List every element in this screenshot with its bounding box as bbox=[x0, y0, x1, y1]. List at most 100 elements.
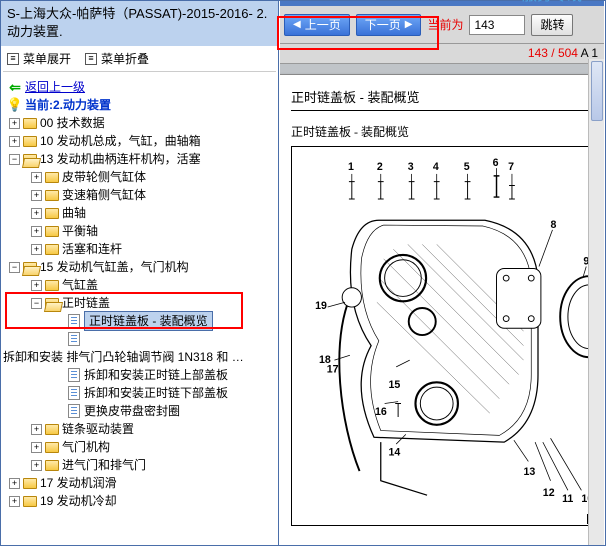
svg-text:4: 4 bbox=[433, 161, 439, 173]
next-page-button[interactable]: 下一页 ▶ bbox=[356, 14, 422, 36]
tree-item-17[interactable]: + 17 发动机润滑 bbox=[3, 474, 278, 492]
folder-icon bbox=[45, 442, 59, 453]
page-icon bbox=[68, 314, 80, 328]
tree-item-00[interactable]: + 00 技术数据 bbox=[3, 114, 278, 132]
page-icon bbox=[68, 404, 80, 418]
tree-item-15a[interactable]: + 气缸盖 bbox=[3, 276, 278, 294]
selected-page-label: 正时链盖板 - 装配概览 bbox=[84, 311, 213, 331]
folder-icon bbox=[45, 172, 59, 183]
nav-tree: ⇐ 返回上一级 💡 当前:2.动力装置 + 00 技术数据 + 1 bbox=[1, 72, 278, 510]
vertical-scrollbar[interactable] bbox=[588, 59, 604, 545]
minus-icon[interactable]: − bbox=[31, 298, 42, 309]
service-hotline-label: 服务专线 bbox=[522, 0, 582, 5]
svg-text:8: 8 bbox=[551, 219, 557, 231]
tree-item-15c3[interactable]: 更换皮带盘密封圈 bbox=[3, 402, 278, 420]
plus-icon[interactable]: + bbox=[31, 460, 42, 471]
plus-icon[interactable]: + bbox=[31, 424, 42, 435]
svg-text:16: 16 bbox=[375, 406, 387, 418]
tree-item-15c2[interactable]: 拆卸和安装正时链下部盖板 bbox=[3, 384, 278, 402]
folder-icon bbox=[23, 478, 37, 489]
right-pane: 服务专线 ◀ 上一页 下一页 ▶ 当前为 跳转 143 / 504 A 1 正时… bbox=[280, 1, 604, 545]
tree-item-15f[interactable]: + 进气门和排气门 bbox=[3, 456, 278, 474]
toolbar: ◀ 上一页 下一页 ▶ 当前为 跳转 bbox=[280, 6, 604, 44]
tree-item-15b2[interactable] bbox=[3, 330, 278, 348]
plus-icon[interactable]: + bbox=[9, 136, 20, 147]
folder-icon bbox=[45, 424, 59, 435]
document-viewport[interactable]: 正时链盖板 - 装配概览 正时链盖板 - 装配概览 bbox=[280, 64, 604, 545]
tree-item-15b1[interactable]: 正时链盖板 - 装配概览 bbox=[3, 312, 278, 330]
folder-icon bbox=[23, 136, 37, 147]
svg-text:19: 19 bbox=[315, 300, 327, 312]
tree-back[interactable]: ⇐ 返回上一级 bbox=[3, 78, 278, 96]
tree-item-13e[interactable]: + 活塞和连杆 bbox=[3, 240, 278, 258]
svg-text:11: 11 bbox=[562, 493, 573, 505]
breadcrumb-title: S-上海大众-帕萨特（PASSAT)-2015-2016- 2.动力装置. bbox=[1, 1, 278, 46]
minus-icon[interactable]: − bbox=[9, 262, 20, 273]
assembly-diagram: 1 2 3 4 5 6 7 8 9 10 11 12 13 bbox=[291, 146, 604, 526]
plus-icon[interactable]: + bbox=[9, 118, 20, 129]
tree-item-10[interactable]: + 10 发动机总成，气缸，曲轴箱 bbox=[3, 132, 278, 150]
menu-collapse-button[interactable]: ≡ 菜单折叠 bbox=[85, 50, 149, 67]
tree-item-15[interactable]: − 15 发动机气缸盖，气门机构 bbox=[3, 258, 278, 276]
folder-open-icon bbox=[23, 154, 37, 165]
svg-text:15: 15 bbox=[388, 379, 400, 391]
tree-item-15c-long[interactable]: 拆卸和安装 排气门凸轮轴调节阀 1N318 和 … bbox=[3, 348, 278, 366]
page-icon bbox=[68, 368, 80, 382]
tree-item-15c1[interactable]: 拆卸和安装正时链上部盖板 bbox=[3, 366, 278, 384]
prev-page-button[interactable]: ◀ 上一页 bbox=[284, 14, 350, 36]
svg-text:1: 1 bbox=[348, 161, 354, 173]
svg-text:5: 5 bbox=[464, 161, 470, 173]
tree-item-19[interactable]: + 19 发动机冷却 bbox=[3, 492, 278, 510]
page-heading: 正时链盖板 - 装配概览 bbox=[291, 87, 604, 111]
tree-back-label: 返回上一级 bbox=[25, 78, 85, 96]
tree-current: 💡 当前:2.动力装置 bbox=[3, 96, 278, 114]
tree-item-13c[interactable]: + 曲轴 bbox=[3, 204, 278, 222]
plus-icon[interactable]: + bbox=[31, 280, 42, 291]
svg-text:14: 14 bbox=[388, 447, 400, 459]
page-icon bbox=[68, 386, 80, 400]
folder-icon bbox=[45, 190, 59, 201]
menu-expand-label: 菜单展开 bbox=[23, 50, 71, 67]
svg-text:3: 3 bbox=[408, 161, 414, 173]
document-page: 正时链盖板 - 装配概览 正时链盖板 - 装配概览 bbox=[280, 74, 604, 545]
page-icon bbox=[68, 332, 80, 346]
tree-current-label: 当前:2.动力装置 bbox=[25, 96, 111, 114]
tree-item-13d[interactable]: + 平衡轴 bbox=[3, 222, 278, 240]
plus-icon[interactable]: + bbox=[31, 226, 42, 237]
menu-bar: ≡ 菜单展开 ≡ 菜单折叠 bbox=[1, 46, 278, 71]
plus-icon[interactable]: + bbox=[31, 442, 42, 453]
plus-icon[interactable]: + bbox=[9, 496, 20, 507]
chevron-right-icon: ▶ bbox=[405, 19, 413, 30]
collapse-icon: ≡ bbox=[85, 53, 97, 65]
plus-icon[interactable]: + bbox=[31, 208, 42, 219]
jump-button[interactable]: 跳转 bbox=[531, 14, 573, 36]
tree-item-15b[interactable]: − 正时链盖 bbox=[3, 294, 278, 312]
tree-item-15d[interactable]: + 链条驱动装置 bbox=[3, 420, 278, 438]
back-arrow-icon: ⇐ bbox=[7, 80, 23, 94]
paging-info: 143 / 504 A 1 bbox=[280, 44, 604, 64]
current-page-label: 当前为 bbox=[427, 16, 463, 33]
tree-item-13a[interactable]: + 皮带轮侧气缸体 bbox=[3, 168, 278, 186]
folder-open-icon bbox=[45, 298, 59, 309]
menu-expand-button[interactable]: ≡ 菜单展开 bbox=[7, 50, 71, 67]
bulb-icon: 💡 bbox=[7, 98, 23, 112]
tree-item-13[interactable]: − 13 发动机曲柄连杆机构，活塞 bbox=[3, 150, 278, 168]
folder-icon bbox=[45, 208, 59, 219]
page-number-input[interactable] bbox=[469, 15, 525, 35]
folder-icon bbox=[45, 460, 59, 471]
plus-icon[interactable]: + bbox=[31, 190, 42, 201]
tree-item-15e[interactable]: + 气门机构 bbox=[3, 438, 278, 456]
folder-icon bbox=[45, 244, 59, 255]
svg-text:2: 2 bbox=[377, 161, 383, 173]
minus-icon[interactable]: − bbox=[9, 154, 20, 165]
folder-icon bbox=[45, 226, 59, 237]
plus-icon[interactable]: + bbox=[9, 478, 20, 489]
plus-icon[interactable]: + bbox=[31, 244, 42, 255]
menu-collapse-label: 菜单折叠 bbox=[101, 50, 149, 67]
folder-icon bbox=[23, 118, 37, 129]
tree-item-13b[interactable]: + 变速箱侧气缸体 bbox=[3, 186, 278, 204]
scrollbar-thumb[interactable] bbox=[591, 61, 603, 121]
svg-text:6: 6 bbox=[493, 157, 499, 169]
svg-text:13: 13 bbox=[524, 466, 536, 478]
plus-icon[interactable]: + bbox=[31, 172, 42, 183]
